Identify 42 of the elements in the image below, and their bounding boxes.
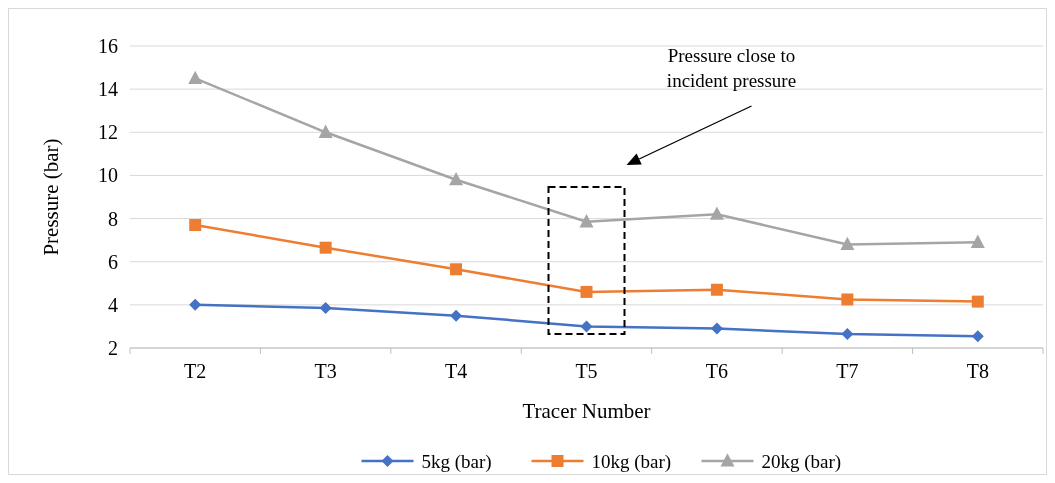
- y-tick-label: 6: [108, 250, 118, 273]
- y-tick-label: 2: [108, 337, 118, 359]
- x-tick-label: T4: [444, 360, 468, 382]
- point: [710, 322, 723, 335]
- x-tick-label: T3: [314, 360, 337, 382]
- point: [189, 298, 202, 311]
- y-tick-label: 12: [98, 121, 118, 144]
- point: [709, 206, 724, 220]
- y-tick-label: 4: [108, 293, 118, 316]
- point: [841, 293, 854, 306]
- point: [319, 241, 332, 254]
- point: [450, 263, 463, 276]
- y-tick-label: 14: [98, 78, 118, 101]
- x-tick-label: T6: [705, 360, 729, 382]
- point: [841, 327, 854, 340]
- legend-label: 10kg (bar): [591, 450, 672, 473]
- legend-label: 5kg (bar): [421, 450, 492, 473]
- point: [710, 283, 723, 296]
- point: [971, 295, 984, 308]
- point: [580, 285, 593, 298]
- point: [971, 330, 984, 343]
- point: [580, 320, 593, 333]
- point: [970, 234, 985, 248]
- x-axis-title: Tracer Number: [522, 399, 651, 423]
- point: [189, 219, 202, 232]
- point: [579, 214, 594, 228]
- y-tick-label: 10: [98, 164, 118, 187]
- x-tick-label: T2: [184, 360, 207, 382]
- point: [318, 124, 333, 138]
- point: [188, 70, 203, 84]
- x-tick-label: T7: [836, 360, 859, 382]
- point: [449, 172, 464, 186]
- y-tick-label: 8: [108, 207, 118, 230]
- point: [450, 309, 463, 322]
- point: [840, 236, 855, 251]
- legend-label: 20kg (bar): [761, 450, 842, 473]
- x-tick-label: T8: [966, 360, 989, 382]
- x-tick-label: T5: [575, 360, 598, 382]
- y-tick-label: 16: [98, 35, 118, 57]
- annotation: Pressure close to incident pressure: [666, 45, 797, 91]
- y-axis-title: Pressure (bar): [39, 138, 63, 256]
- point: [319, 302, 332, 315]
